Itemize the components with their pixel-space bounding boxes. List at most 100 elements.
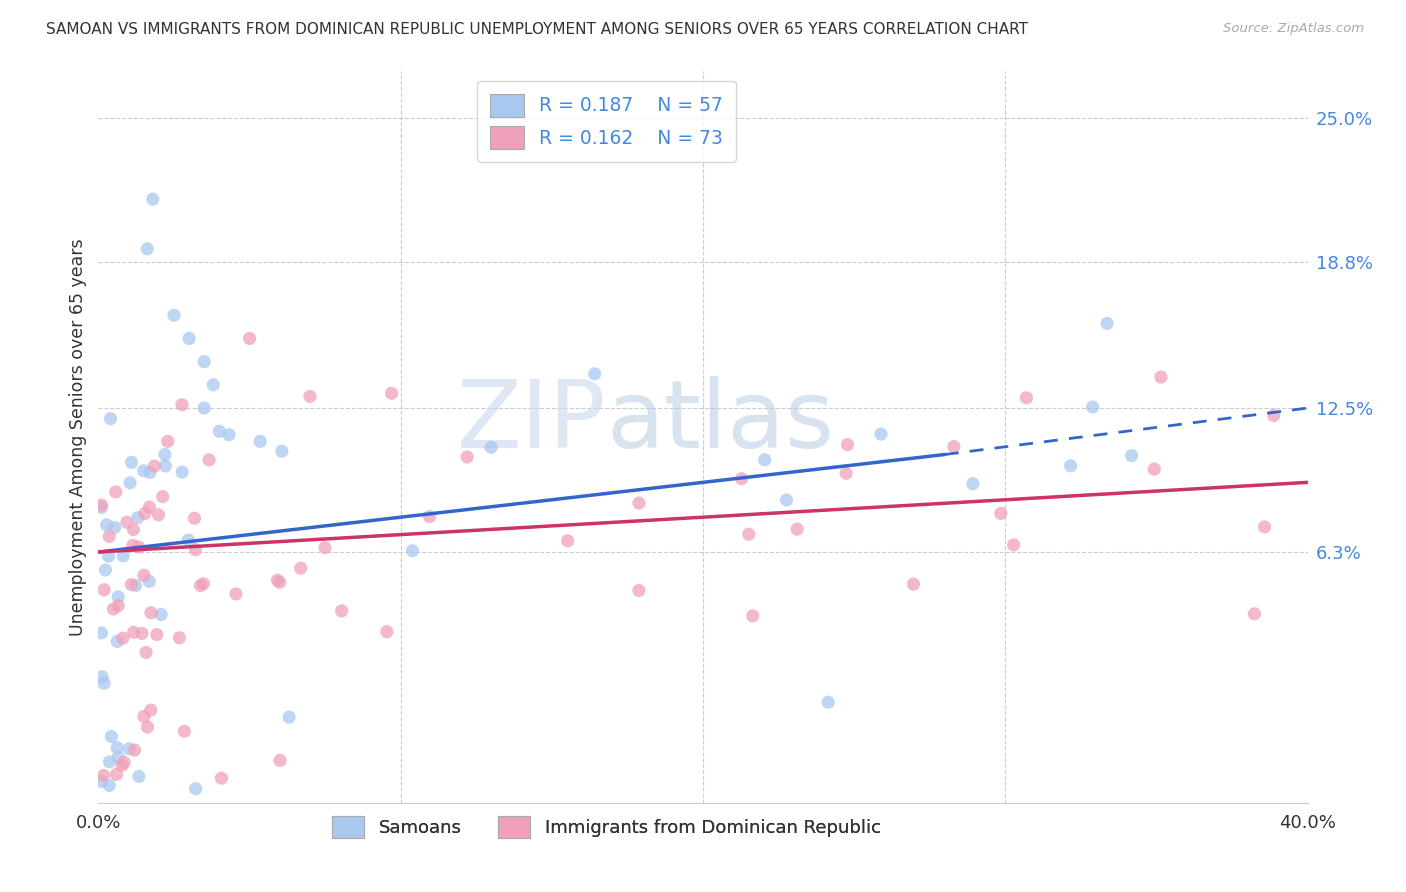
- Point: [557, 533, 579, 548]
- Point: [418, 509, 440, 524]
- Point: [208, 424, 231, 438]
- Point: [198, 453, 221, 467]
- Point: [193, 576, 215, 591]
- Point: [730, 472, 752, 486]
- Point: [148, 508, 170, 522]
- Point: [98, 778, 121, 792]
- Point: [754, 452, 776, 467]
- Legend: Samoans, Immigrants from Dominican Republic: Samoans, Immigrants from Dominican Repub…: [325, 808, 889, 845]
- Point: [1253, 520, 1275, 534]
- Point: [193, 401, 215, 415]
- Point: [266, 573, 288, 587]
- Point: [90, 498, 112, 512]
- Point: [269, 575, 291, 590]
- Point: [136, 242, 159, 256]
- Point: [375, 624, 398, 639]
- Point: [190, 578, 212, 592]
- Point: [1263, 409, 1285, 423]
- Point: [146, 627, 169, 641]
- Point: [138, 500, 160, 514]
- Point: [1095, 317, 1118, 331]
- Point: [105, 740, 128, 755]
- Point: [97, 549, 120, 564]
- Point: [183, 511, 205, 525]
- Point: [128, 540, 150, 554]
- Point: [118, 742, 141, 756]
- Point: [218, 427, 240, 442]
- Point: [90, 626, 112, 640]
- Point: [990, 507, 1012, 521]
- Point: [132, 464, 155, 478]
- Point: [134, 507, 156, 521]
- Point: [98, 755, 121, 769]
- Point: [152, 490, 174, 504]
- Point: [870, 427, 893, 442]
- Point: [107, 590, 129, 604]
- Point: [942, 440, 965, 454]
- Point: [103, 602, 125, 616]
- Point: [962, 476, 984, 491]
- Point: [775, 493, 797, 508]
- Point: [100, 730, 122, 744]
- Point: [122, 523, 145, 537]
- Point: [142, 192, 165, 206]
- Text: SAMOAN VS IMMIGRANTS FROM DOMINICAN REPUBLIC UNEMPLOYMENT AMONG SENIORS OVER 65 : SAMOAN VS IMMIGRANTS FROM DOMINICAN REPU…: [46, 22, 1028, 37]
- Point: [136, 720, 159, 734]
- Point: [170, 398, 193, 412]
- Point: [249, 434, 271, 449]
- Point: [139, 703, 162, 717]
- Point: [93, 768, 115, 782]
- Point: [93, 676, 115, 690]
- Point: [153, 448, 176, 462]
- Y-axis label: Unemployment Among Seniors over 65 years: Unemployment Among Seniors over 65 years: [69, 238, 87, 636]
- Point: [1143, 462, 1166, 476]
- Point: [177, 533, 200, 547]
- Point: [1243, 607, 1265, 621]
- Point: [112, 549, 135, 563]
- Point: [314, 541, 336, 555]
- Point: [837, 437, 859, 451]
- Point: [124, 743, 146, 757]
- Point: [738, 527, 761, 541]
- Point: [104, 520, 127, 534]
- Point: [91, 670, 114, 684]
- Point: [1150, 370, 1173, 384]
- Point: [173, 724, 195, 739]
- Point: [270, 444, 292, 458]
- Point: [1015, 391, 1038, 405]
- Point: [90, 774, 112, 789]
- Point: [105, 634, 128, 648]
- Point: [132, 709, 155, 723]
- Point: [172, 465, 194, 479]
- Point: [100, 411, 122, 425]
- Point: [112, 756, 135, 770]
- Text: atlas: atlas: [606, 376, 835, 468]
- Point: [138, 574, 160, 589]
- Point: [118, 475, 141, 490]
- Point: [98, 529, 121, 543]
- Point: [202, 377, 225, 392]
- Point: [155, 458, 177, 473]
- Point: [156, 434, 179, 449]
- Point: [1081, 400, 1104, 414]
- Point: [269, 754, 291, 768]
- Point: [107, 599, 129, 613]
- Point: [1121, 449, 1143, 463]
- Point: [278, 710, 301, 724]
- Point: [122, 625, 145, 640]
- Point: [111, 758, 134, 772]
- Point: [1002, 538, 1025, 552]
- Point: [817, 695, 839, 709]
- Point: [583, 367, 606, 381]
- Point: [456, 450, 478, 464]
- Point: [93, 582, 115, 597]
- Point: [627, 583, 650, 598]
- Point: [121, 538, 143, 552]
- Point: [401, 543, 423, 558]
- Point: [741, 608, 763, 623]
- Point: [835, 467, 858, 481]
- Point: [150, 607, 173, 622]
- Point: [143, 459, 166, 474]
- Point: [120, 577, 142, 591]
- Point: [330, 604, 353, 618]
